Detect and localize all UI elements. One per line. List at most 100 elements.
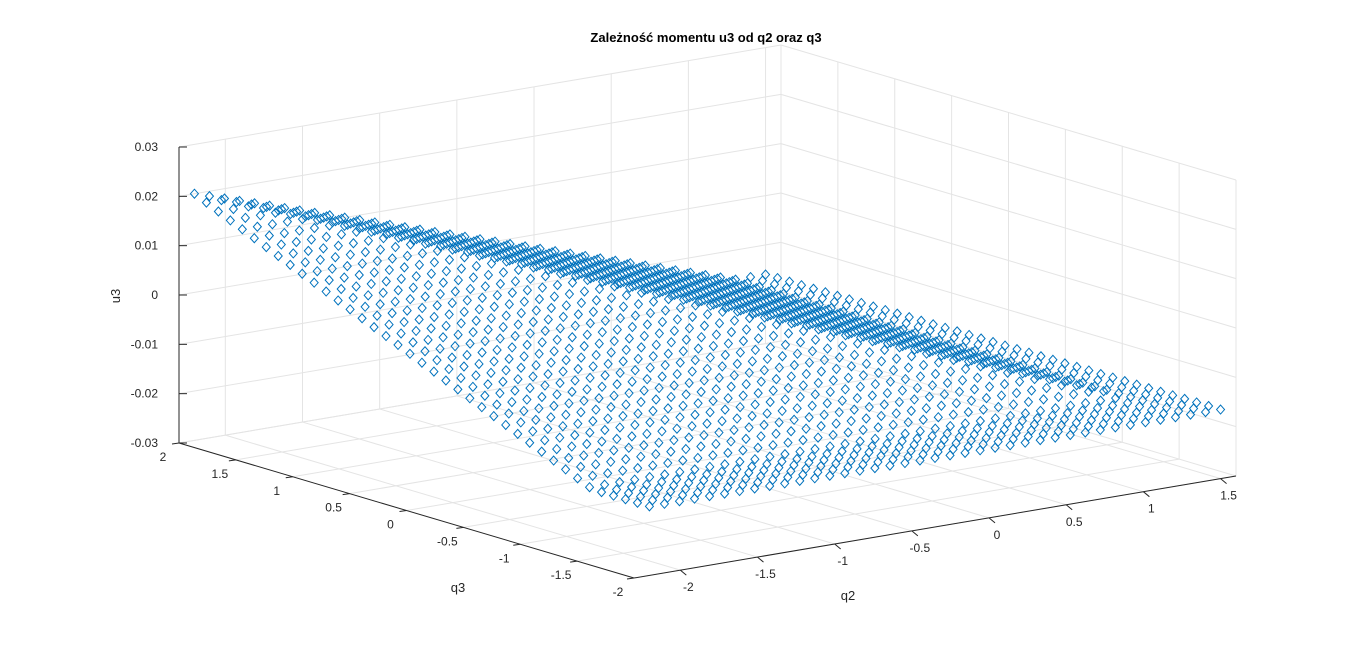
data-point-marker (1128, 413, 1139, 424)
y-tick-label: 1.5 (212, 467, 229, 481)
data-point-marker (564, 288, 575, 300)
data-point-marker (711, 384, 721, 395)
data-point-marker (801, 423, 811, 434)
data-point-marker (870, 462, 880, 474)
data-point-marker (309, 222, 320, 234)
data-point-marker (474, 250, 485, 261)
data-point-marker (567, 386, 577, 398)
data-point-marker (465, 245, 476, 257)
data-point-marker (420, 238, 431, 249)
data-point-marker (771, 428, 781, 440)
data-point-marker (435, 240, 446, 252)
data-point-marker (719, 488, 730, 499)
data-point-marker (970, 353, 980, 365)
data-point-marker (861, 358, 872, 370)
data-point-marker (1144, 382, 1154, 394)
data-point-marker (711, 297, 722, 309)
data-point-marker (927, 380, 938, 391)
data-point-marker (783, 472, 793, 483)
data-point-marker (849, 349, 860, 361)
data-point-marker (621, 399, 631, 410)
data-point-marker (960, 447, 970, 459)
data-point-marker (1173, 405, 1184, 417)
data-point-marker (234, 195, 245, 207)
data-point-marker (774, 462, 784, 473)
data-point-marker (963, 441, 973, 452)
data-point-marker (480, 335, 490, 347)
data-point-marker (646, 282, 656, 294)
data-point-marker (810, 443, 820, 455)
data-point-marker (900, 373, 911, 385)
data-point-marker (1015, 361, 1025, 372)
data-point-marker (753, 333, 764, 344)
data-point-marker (973, 352, 983, 364)
data-point-marker (684, 323, 695, 334)
data-point-marker (756, 376, 766, 387)
data-point-marker (546, 357, 556, 368)
z-tick-label: 0.02 (135, 189, 159, 203)
data-point-marker (261, 201, 272, 213)
data-point-marker (1191, 397, 1202, 408)
data-point-marker (495, 278, 506, 290)
data-point-marker (276, 203, 287, 215)
data-point-marker (940, 349, 950, 360)
data-point-marker (1071, 417, 1082, 429)
data-point-marker (294, 225, 305, 236)
data-point-marker (1179, 393, 1190, 405)
data-point-marker (549, 345, 559, 357)
data-point-marker (378, 287, 388, 299)
data-point-marker (880, 331, 890, 342)
data-point-marker (396, 328, 406, 339)
data-point-marker (603, 358, 613, 370)
data-point-marker (429, 366, 439, 377)
data-point-marker (957, 375, 968, 386)
data-point-marker (582, 274, 593, 286)
data-point-marker (930, 368, 941, 380)
data-point-marker (405, 348, 415, 360)
data-point-marker (552, 443, 562, 455)
data-point-marker (780, 448, 790, 460)
data-point-marker (945, 450, 955, 461)
data-point-marker (708, 299, 719, 310)
data-point-marker (553, 261, 563, 272)
data-point-marker (519, 296, 530, 307)
data-point-marker (279, 202, 290, 214)
data-point-marker (705, 300, 716, 311)
grid-line-back-z (178, 241, 782, 345)
data-point-marker (696, 386, 706, 398)
data-point-marker (621, 290, 632, 301)
data-point-marker (975, 415, 986, 427)
data-point-marker (336, 229, 347, 240)
data-point-marker (702, 418, 712, 429)
x-axis-label: q2 (841, 588, 855, 603)
y-tick-mark (171, 442, 180, 445)
y-tick-label: 0.5 (325, 501, 342, 515)
data-point-marker (672, 423, 682, 434)
x-tick-mark (679, 569, 687, 576)
data-point-marker (606, 401, 616, 413)
data-point-marker (538, 258, 548, 270)
data-point-marker (804, 411, 814, 423)
data-point-marker (732, 413, 742, 424)
data-point-marker (501, 365, 511, 376)
y-tick-label: 2 (160, 450, 167, 464)
data-point-marker (548, 455, 559, 466)
data-point-marker (582, 329, 592, 340)
data-point-marker (1041, 382, 1052, 394)
data-point-marker (231, 196, 242, 208)
data-point-marker (948, 354, 959, 366)
data-point-marker (1020, 437, 1030, 448)
data-point-marker (468, 272, 479, 283)
data-point-marker (411, 325, 421, 337)
data-point-marker (642, 319, 653, 330)
data-point-marker (972, 372, 983, 384)
data-point-marker (459, 306, 469, 318)
data-point-marker (744, 422, 754, 433)
data-point-marker (903, 417, 913, 428)
data-point-marker (549, 400, 559, 412)
data-point-marker (285, 208, 296, 220)
data-point-marker (684, 377, 694, 389)
data-point-marker (1044, 374, 1055, 385)
data-point-marker (620, 493, 631, 505)
